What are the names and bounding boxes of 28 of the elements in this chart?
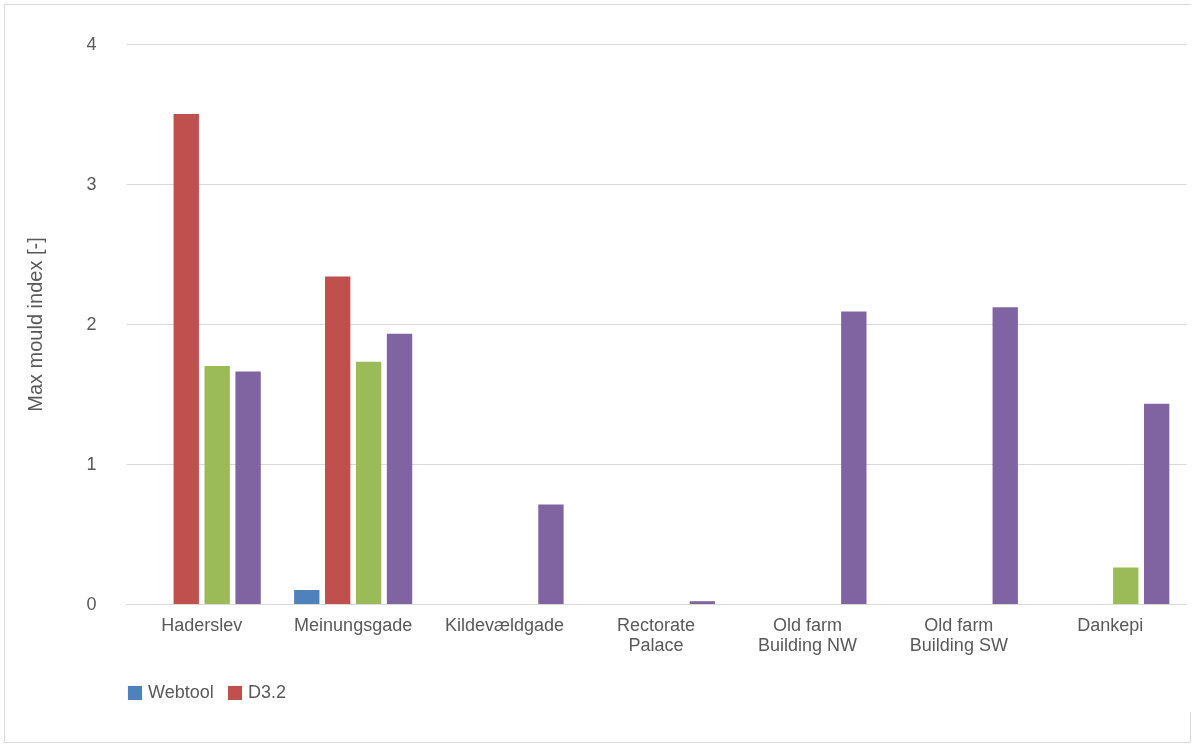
bar bbox=[1143, 403, 1170, 604]
bar bbox=[386, 333, 413, 604]
x-tick-label: Rectorate Palace bbox=[616, 614, 696, 655]
legend-label: Webtool bbox=[148, 682, 214, 702]
y-tick-label: 1 bbox=[86, 453, 97, 474]
bar bbox=[841, 311, 867, 604]
x-tick-label: Kildevældgade bbox=[445, 614, 565, 635]
bar bbox=[1113, 567, 1139, 604]
bar bbox=[538, 504, 564, 604]
x-tick-label: Dankepi bbox=[1077, 614, 1144, 635]
y-tick-label: 3 bbox=[86, 173, 97, 194]
y-axis-title: Max mould index [-] bbox=[24, 237, 47, 412]
bar bbox=[325, 276, 351, 604]
bar bbox=[689, 601, 716, 604]
y-tick-label: 2 bbox=[86, 313, 97, 334]
y-tick-label: 0 bbox=[86, 593, 97, 614]
x-tick-label: Meinungsgade bbox=[294, 614, 413, 635]
bar bbox=[294, 590, 320, 604]
y-tick-label: 4 bbox=[86, 33, 97, 54]
bar bbox=[992, 307, 1018, 604]
bar bbox=[204, 366, 230, 604]
x-tick-label: Haderslev bbox=[161, 614, 243, 635]
x-tick-label: Old farm Building NW bbox=[757, 614, 857, 655]
legend-label: D3.2 bbox=[248, 682, 287, 702]
x-tick-label: Old farm Building SW bbox=[909, 614, 1008, 655]
bar bbox=[173, 114, 199, 604]
bar bbox=[355, 361, 382, 604]
bar bbox=[235, 371, 261, 604]
